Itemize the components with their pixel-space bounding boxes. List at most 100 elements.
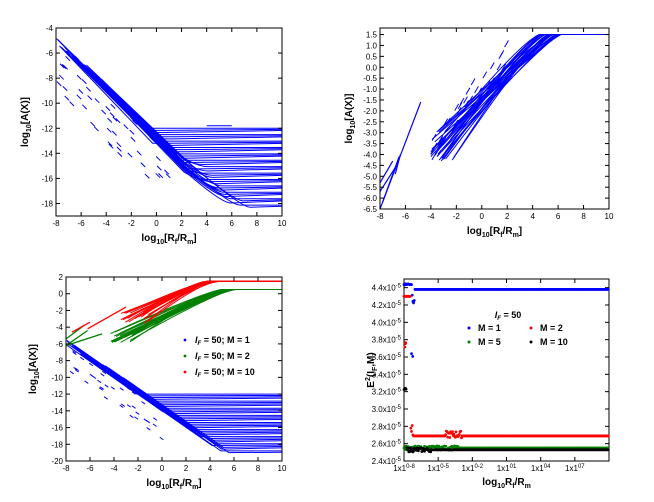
series-line	[470, 103, 475, 111]
series-line	[117, 151, 123, 158]
series-line	[64, 47, 70, 53]
y-tick-label: -14	[41, 149, 53, 158]
series-line	[76, 94, 82, 100]
y-tick-label: -8	[56, 357, 64, 366]
series-line	[144, 173, 150, 179]
series-line	[144, 130, 151, 136]
series-line	[443, 34, 609, 134]
y-tick-label: 3.6x10-5	[372, 353, 402, 362]
series-line	[465, 87, 471, 95]
series-line	[72, 350, 77, 354]
x-tick-label: 2	[179, 219, 184, 228]
series-line	[62, 64, 68, 70]
series-line	[97, 379, 102, 384]
series-line	[71, 55, 282, 140]
series-line	[136, 150, 142, 156]
y-axis-title: log10[A(X)]	[20, 97, 33, 147]
x-tick-label: 6	[230, 219, 235, 228]
y-tick-label: 4.2x10-5	[372, 301, 402, 310]
series-line	[88, 66, 282, 200]
series-line	[80, 351, 282, 420]
series-line	[108, 143, 114, 149]
series-line	[120, 403, 126, 407]
series-line	[98, 366, 103, 371]
series-line	[88, 362, 94, 367]
series-line	[59, 63, 65, 69]
series-line	[160, 408, 166, 413]
data-point	[411, 354, 415, 358]
y-tick-label: -6.0	[363, 194, 377, 203]
data-point	[410, 283, 413, 287]
series-points	[402, 282, 610, 454]
series-line	[504, 40, 509, 48]
series-line	[436, 149, 442, 157]
data-point	[404, 387, 408, 391]
data-point	[410, 430, 413, 433]
data-point	[412, 449, 415, 453]
y-tick-label: -4	[56, 323, 64, 332]
series-line	[155, 156, 161, 162]
legend: IF = 50M = 1 M = 2 M = 5 M = 10	[467, 310, 568, 347]
series-line	[129, 129, 135, 135]
y-tick-label: -12	[41, 124, 53, 133]
y-tick-label: -6	[46, 49, 54, 58]
series-line	[131, 391, 136, 395]
y-tick-label: 2	[59, 273, 64, 282]
legend-marker	[183, 338, 187, 342]
x-tick-label: -4	[427, 212, 435, 221]
legend-label: IF = 50; M = 10	[195, 367, 255, 379]
series-line	[437, 34, 609, 132]
x-tick-label: -4	[103, 219, 111, 228]
series-line	[462, 113, 468, 121]
series-line	[451, 34, 609, 132]
series-line	[125, 280, 282, 323]
panel-top-right: -8 -6 -4 -2 0 2 4 6 8 10-6.5-6.0-5.5-5.0-4.5-4.0-…	[344, 27, 614, 239]
series-line	[477, 87, 483, 95]
x-tick-label: -2	[128, 219, 136, 228]
series-line	[109, 112, 115, 118]
series-line	[459, 122, 465, 130]
series-line	[66, 333, 103, 347]
plot-frame	[65, 276, 283, 462]
series-line	[152, 423, 157, 427]
panel-top-left: -8 -6 -4 -2 0 2 4 6 8 10 -18 -16 -14 -12 -10 -8 -6 -4 log1…	[20, 24, 287, 246]
series-line	[84, 380, 89, 384]
data-point	[448, 436, 452, 439]
y-tick-label: -5.0	[363, 172, 377, 181]
series-line	[132, 119, 138, 125]
y-tick-label: -16	[51, 424, 63, 433]
series-line	[434, 148, 440, 156]
series-line	[111, 130, 117, 136]
x-tick-label: 10	[278, 219, 287, 228]
series-line	[62, 85, 68, 92]
series-line	[153, 417, 158, 421]
x-tick-label: 4	[204, 219, 209, 228]
series-line	[105, 106, 111, 112]
series-line	[443, 118, 449, 126]
series-line	[103, 365, 282, 397]
y-tick-label: -16	[41, 174, 53, 183]
y-tick-label: 1.0	[366, 41, 378, 50]
legend-marker	[529, 326, 533, 330]
y-tick-label: -8	[46, 74, 54, 83]
y-tick-label: 0.5	[366, 52, 378, 61]
data-point	[403, 345, 407, 349]
x-tick-label: 1x107	[565, 464, 585, 473]
data-point	[606, 448, 610, 452]
legend-marker	[529, 340, 533, 344]
y-tick-label: -4.5	[363, 161, 377, 170]
series-line	[87, 71, 282, 198]
series-line	[441, 137, 447, 145]
series-line	[94, 98, 100, 104]
x-tick-label: 0	[480, 212, 485, 221]
series-line	[130, 116, 136, 123]
series-line	[439, 140, 444, 148]
y-tick-label: -2.0	[363, 107, 377, 116]
y-tick-label: -5.5	[363, 183, 377, 192]
x-tick-label: 2	[184, 464, 189, 473]
series-line	[126, 404, 132, 408]
x-tick-label: 1x101	[497, 464, 517, 473]
series-line	[437, 138, 443, 146]
y-tick-label: 0.0	[366, 63, 378, 72]
series-line	[83, 356, 282, 413]
